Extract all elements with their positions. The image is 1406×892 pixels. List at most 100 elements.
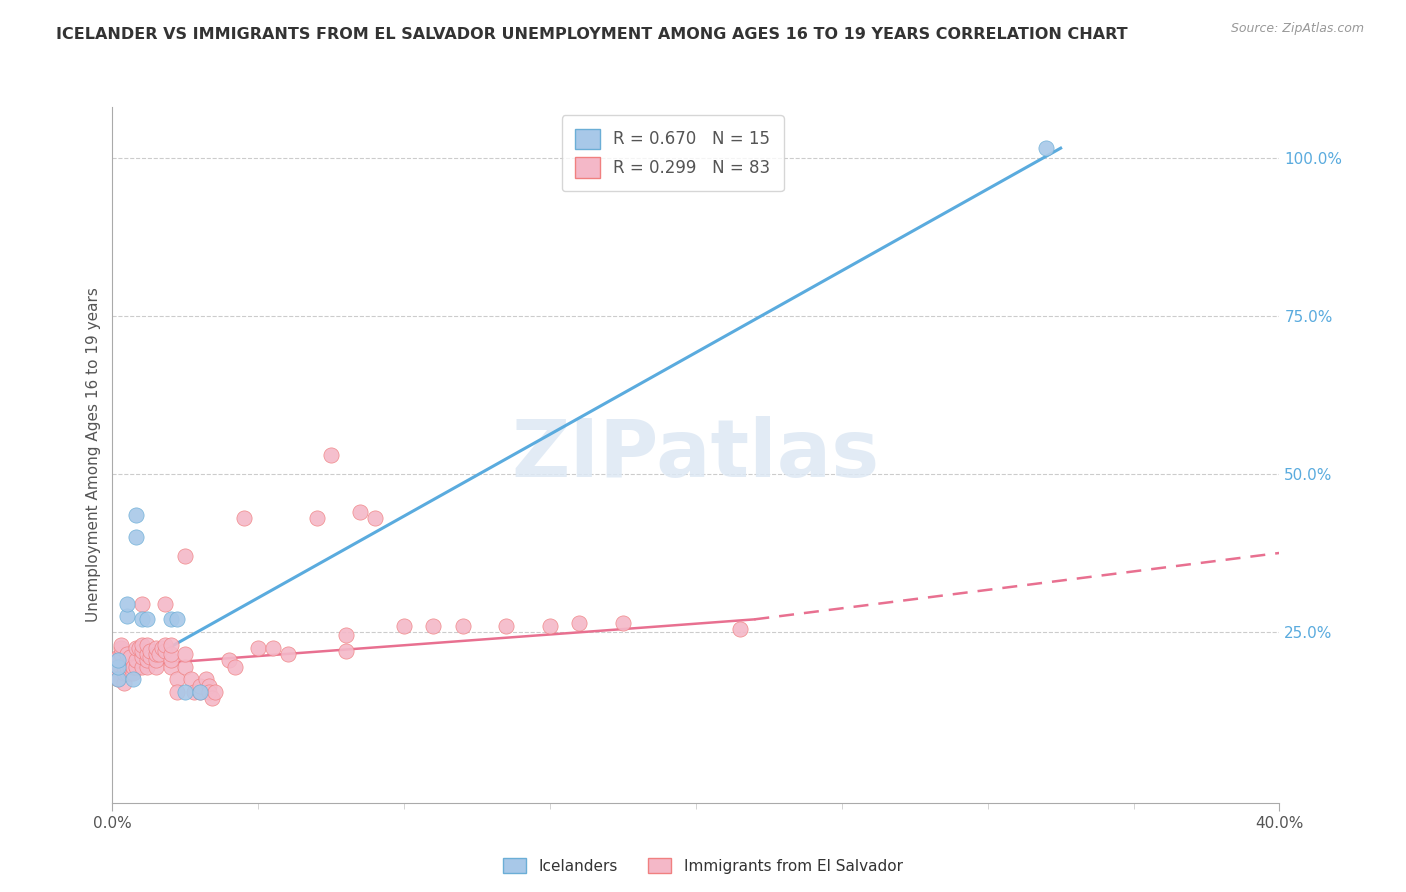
Point	[224, 660, 246, 674]
Point	[160, 638, 183, 652]
Point	[107, 673, 129, 687]
Point	[218, 653, 240, 667]
Point	[188, 679, 211, 693]
Point	[115, 666, 138, 681]
Point	[125, 640, 148, 655]
Point	[232, 511, 254, 525]
Point	[197, 685, 219, 699]
Point	[422, 618, 444, 632]
Point	[305, 511, 328, 525]
Point	[101, 653, 124, 667]
Point	[110, 647, 132, 661]
Point	[115, 653, 138, 667]
Point	[728, 622, 751, 636]
Point	[538, 618, 561, 632]
Point	[136, 653, 159, 667]
Point	[125, 660, 148, 674]
Point	[321, 448, 343, 462]
Point	[276, 647, 298, 661]
Point	[166, 612, 188, 626]
Text: ZIPatlas: ZIPatlas	[512, 416, 880, 494]
Point	[115, 597, 138, 611]
Point	[612, 615, 634, 630]
Legend: Icelanders, Immigrants from El Salvador: Icelanders, Immigrants from El Salvador	[498, 852, 908, 880]
Point	[131, 650, 153, 665]
Point	[115, 609, 138, 624]
Point	[160, 612, 183, 626]
Point	[107, 660, 129, 674]
Point	[201, 691, 224, 706]
Point	[122, 673, 145, 687]
Point	[568, 615, 591, 630]
Point	[107, 653, 129, 667]
Point	[131, 638, 153, 652]
Point	[197, 679, 219, 693]
Point	[125, 530, 148, 544]
Point	[194, 673, 217, 687]
Point	[139, 650, 162, 665]
Point	[262, 640, 284, 655]
Point	[166, 673, 188, 687]
Point	[125, 653, 148, 667]
Point	[183, 685, 205, 699]
Point	[125, 508, 148, 522]
Point	[131, 612, 153, 626]
Point	[174, 660, 197, 674]
Point	[174, 549, 197, 563]
Point	[188, 685, 211, 699]
Point	[180, 673, 202, 687]
Point	[1035, 141, 1057, 155]
Text: Source: ZipAtlas.com: Source: ZipAtlas.com	[1230, 22, 1364, 36]
Point	[136, 660, 159, 674]
Point	[139, 644, 162, 658]
Point	[148, 647, 170, 661]
Point	[160, 653, 183, 667]
Point	[122, 666, 145, 681]
Point	[145, 653, 167, 667]
Point	[115, 647, 138, 661]
Point	[118, 666, 141, 681]
Y-axis label: Unemployment Among Ages 16 to 19 years: Unemployment Among Ages 16 to 19 years	[86, 287, 101, 623]
Point	[107, 660, 129, 674]
Point	[110, 638, 132, 652]
Point	[335, 628, 357, 642]
Point	[112, 675, 135, 690]
Point	[166, 685, 188, 699]
Point	[107, 673, 129, 687]
Point	[335, 644, 357, 658]
Point	[118, 660, 141, 674]
Point	[160, 660, 183, 674]
Point	[495, 618, 517, 632]
Point	[107, 657, 129, 671]
Point	[112, 666, 135, 681]
Point	[150, 640, 173, 655]
Point	[153, 638, 176, 652]
Point	[392, 618, 416, 632]
Point	[118, 650, 141, 665]
Point	[451, 618, 474, 632]
Point	[145, 647, 167, 661]
Point	[107, 650, 129, 665]
Point	[136, 612, 159, 626]
Point	[145, 660, 167, 674]
Point	[112, 660, 135, 674]
Point	[131, 660, 153, 674]
Point	[122, 660, 145, 674]
Point	[145, 640, 167, 655]
Legend: R = 0.670   N = 15, R = 0.299   N = 83: R = 0.670 N = 15, R = 0.299 N = 83	[561, 115, 783, 191]
Point	[136, 638, 159, 652]
Point	[128, 640, 150, 655]
Point	[174, 647, 197, 661]
Point	[153, 597, 176, 611]
Point	[136, 647, 159, 661]
Point	[204, 685, 226, 699]
Point	[131, 597, 153, 611]
Point	[131, 644, 153, 658]
Point	[160, 647, 183, 661]
Point	[101, 660, 124, 674]
Point	[153, 644, 176, 658]
Point	[110, 640, 132, 655]
Text: ICELANDER VS IMMIGRANTS FROM EL SALVADOR UNEMPLOYMENT AMONG AGES 16 TO 19 YEARS : ICELANDER VS IMMIGRANTS FROM EL SALVADOR…	[56, 27, 1128, 42]
Point	[349, 505, 371, 519]
Point	[104, 666, 127, 681]
